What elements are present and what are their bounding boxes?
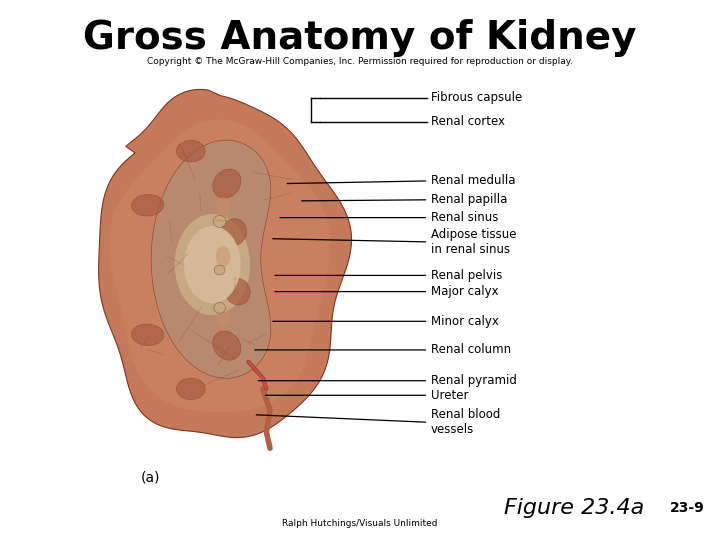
Text: Ureter: Ureter xyxy=(431,389,468,402)
Text: Renal pyramid: Renal pyramid xyxy=(431,374,516,387)
Ellipse shape xyxy=(213,215,226,227)
Text: Copyright © The McGraw-Hill Companies, Inc. Permission required for reproduction: Copyright © The McGraw-Hill Companies, I… xyxy=(147,57,573,66)
Polygon shape xyxy=(151,140,271,378)
Text: Renal cortex: Renal cortex xyxy=(431,115,505,128)
Ellipse shape xyxy=(132,324,163,346)
Ellipse shape xyxy=(215,265,225,275)
Text: Fibrous capsule: Fibrous capsule xyxy=(431,91,522,104)
Text: Minor calyx: Minor calyx xyxy=(431,315,498,328)
Text: Renal column: Renal column xyxy=(431,343,510,356)
Text: Figure 23.4a: Figure 23.4a xyxy=(504,497,644,518)
Ellipse shape xyxy=(214,302,225,313)
Text: Renal sinus: Renal sinus xyxy=(431,211,498,224)
Text: Renal medulla: Renal medulla xyxy=(431,174,515,187)
Text: Major calyx: Major calyx xyxy=(431,285,498,298)
Ellipse shape xyxy=(221,219,247,246)
Text: (a): (a) xyxy=(140,470,160,484)
Text: Renal papilla: Renal papilla xyxy=(431,193,507,206)
Text: Renal pelvis: Renal pelvis xyxy=(431,269,502,282)
Polygon shape xyxy=(109,119,330,412)
Ellipse shape xyxy=(132,194,163,216)
Ellipse shape xyxy=(174,214,251,315)
Text: Gross Anatomy of Kidney: Gross Anatomy of Kidney xyxy=(84,19,636,57)
Ellipse shape xyxy=(184,226,240,303)
Ellipse shape xyxy=(212,169,241,198)
Text: Ralph Hutchings/Visuals Unlimited: Ralph Hutchings/Visuals Unlimited xyxy=(282,519,438,528)
Ellipse shape xyxy=(176,140,205,162)
Ellipse shape xyxy=(216,305,230,327)
Ellipse shape xyxy=(216,197,230,219)
Ellipse shape xyxy=(176,378,205,400)
Ellipse shape xyxy=(212,331,241,360)
Text: 23-9: 23-9 xyxy=(670,501,704,515)
Text: Renal blood
vessels: Renal blood vessels xyxy=(431,408,500,436)
Polygon shape xyxy=(99,90,351,437)
Text: Adipose tissue
in renal sinus: Adipose tissue in renal sinus xyxy=(431,228,516,256)
Ellipse shape xyxy=(216,246,230,267)
Ellipse shape xyxy=(225,278,251,305)
